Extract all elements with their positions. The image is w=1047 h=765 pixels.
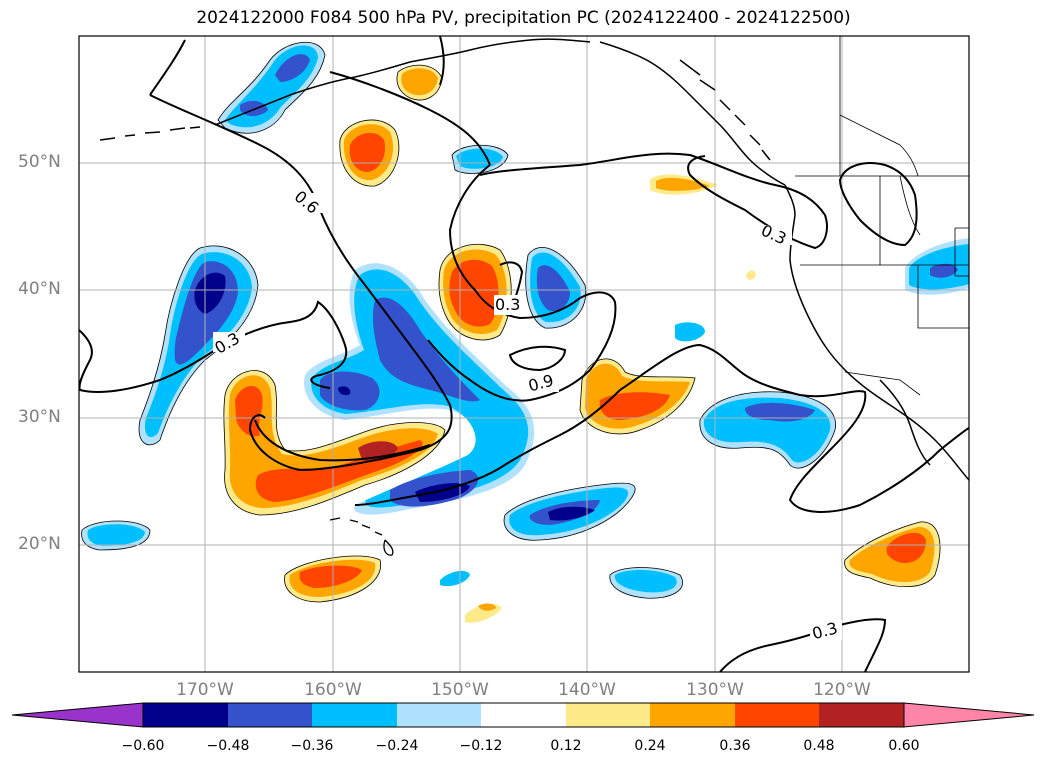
colorbar-tick: 0.12 — [550, 738, 582, 754]
map-frame — [78, 35, 970, 673]
contour-label-bg — [292, 193, 324, 213]
contour-label-0-3-center: 0.3 — [495, 295, 520, 314]
lon-label-160w: 160°W — [304, 680, 362, 700]
contour-label-bg — [527, 372, 559, 392]
colorbar-extend-high — [903, 702, 1035, 728]
colorbar-bin — [228, 703, 312, 727]
colorbar-bin — [566, 703, 650, 727]
graticule — [79, 36, 969, 672]
lat-label-50n: 50°N — [18, 152, 61, 172]
colorbar-bin — [481, 703, 566, 727]
colorbar-extend-low — [11, 702, 144, 728]
precip-shading — [81, 42, 969, 623]
hawaii-islands — [329, 517, 394, 556]
contour-label-bg — [810, 620, 842, 640]
colorbar-bin — [312, 703, 397, 727]
lat-label-30n: 30°N — [18, 407, 61, 427]
contour-label-bg — [494, 295, 526, 315]
lat-label-20n: 20°N — [18, 534, 61, 554]
colorbar-bin — [735, 703, 819, 727]
pv-contours — [79, 36, 969, 672]
colorbar-bin — [397, 703, 481, 727]
map-frame-bg — [79, 36, 969, 672]
colorbar-tick: 0.48 — [803, 738, 835, 754]
colorbar-tick: −0.36 — [290, 738, 334, 754]
lon-label-170w: 170°W — [176, 680, 234, 700]
contour-label-bg — [760, 225, 792, 245]
colorbar — [11, 702, 1035, 728]
contour-label-bg — [213, 332, 245, 352]
lon-label-120w: 120°W — [813, 680, 871, 700]
colorbar-tick: 0.60 — [888, 738, 920, 754]
colorbar-tick: 0.36 — [719, 738, 751, 754]
colorbar-bin — [143, 703, 228, 727]
colorbar-tick: −0.48 — [206, 738, 250, 754]
lon-label-140w: 140°W — [558, 680, 616, 700]
map-title: 2024122000 F084 500 hPa PV, precipitatio… — [196, 8, 851, 28]
colorbar-bin — [819, 703, 904, 727]
borders — [795, 36, 969, 396]
colorbar-tick: −0.60 — [121, 738, 165, 754]
lon-label-130w: 130°W — [686, 680, 744, 700]
lon-label-150w: 150°W — [431, 680, 489, 700]
colorbar-frame — [142, 702, 905, 728]
colorbar-tick: −0.24 — [375, 738, 419, 754]
colorbar-tick: 0.24 — [634, 738, 666, 754]
coastlines — [99, 38, 969, 481]
colorbar-tick: −0.12 — [459, 738, 503, 754]
precip-outlines — [81, 41, 941, 603]
colorbar-bin — [650, 703, 735, 727]
lat-label-40n: 40°N — [18, 279, 61, 299]
